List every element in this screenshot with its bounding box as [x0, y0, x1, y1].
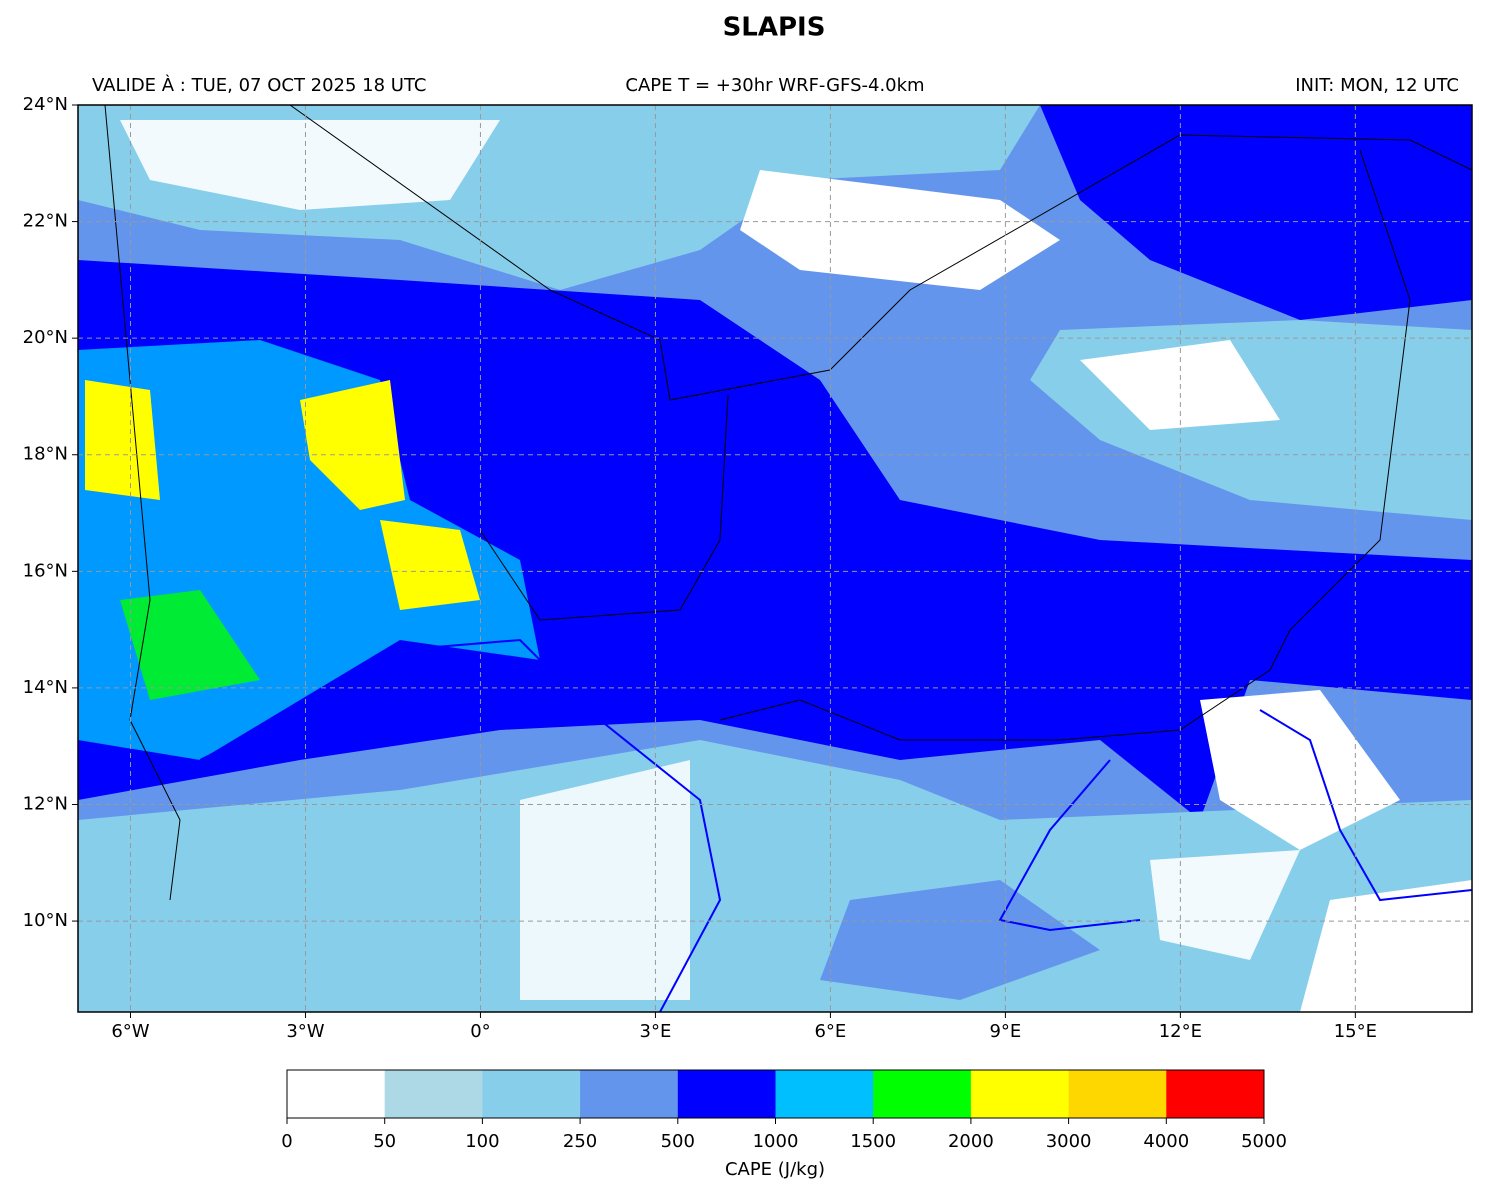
colorbar-label: CAPE (J/kg): [725, 1159, 825, 1180]
x-tick-label: 3°E: [640, 1021, 672, 1042]
y-tick-label: 20°N: [23, 327, 68, 348]
x-tick-label: 3°W: [286, 1021, 324, 1042]
colorbar-tick-label: 4000: [1143, 1131, 1189, 1152]
colorbar-tick-label: 5000: [1241, 1131, 1287, 1152]
y-tick-label: 14°N: [23, 677, 68, 698]
colorbar-segment: [1166, 1070, 1265, 1118]
x-tick-label: 15°E: [1334, 1021, 1377, 1042]
colorbar-tick-label: 100: [465, 1131, 499, 1152]
map-frame: [77, 104, 1473, 1013]
x-tick-label: 6°E: [814, 1021, 846, 1042]
colorbar-tick-label: 0: [281, 1131, 292, 1152]
x-tick-label: 9°E: [989, 1021, 1021, 1042]
colorbar-segment: [677, 1070, 776, 1118]
colorbar-tick-label: 2000: [948, 1131, 994, 1152]
colorbar-tick-label: 1500: [850, 1131, 896, 1152]
y-tick-label: 22°N: [23, 211, 68, 232]
colorbar-tick-label: 50: [373, 1131, 396, 1152]
colorbar-tick-label: 250: [563, 1131, 597, 1152]
colorbar-segment: [1068, 1070, 1167, 1118]
cape-field: [78, 105, 1472, 1012]
chart-title: SLAPIS: [723, 13, 826, 43]
colorbar-segment: [482, 1070, 581, 1118]
colorbar-tick-label: 500: [661, 1131, 695, 1152]
x-tick-label: 12°E: [1159, 1021, 1202, 1042]
colorbar-tick-label: 3000: [1046, 1131, 1092, 1152]
x-tick-label: 0°: [470, 1021, 490, 1042]
run-label: CAPE T = +30hr WRF-GFS-4.0km: [625, 75, 924, 96]
colorbar-segment: [287, 1070, 386, 1118]
valid-label: VALIDE À : TUE, 07 OCT 2025 18 UTC: [92, 74, 427, 96]
colorbar-segment: [775, 1070, 874, 1118]
y-tick-label: 18°N: [23, 444, 68, 465]
colorbar-segment: [873, 1070, 972, 1118]
y-tick-label: 16°N: [23, 560, 68, 581]
colorbar-tick-label: 1000: [753, 1131, 799, 1152]
init-label: INIT: MON, 12 UTC: [1295, 75, 1459, 96]
y-tick-label: 24°N: [23, 94, 68, 115]
colorbar-segment: [580, 1070, 679, 1118]
y-tick-label: 10°N: [23, 910, 68, 931]
colorbar-segment: [384, 1070, 483, 1118]
x-tick-label: 6°W: [111, 1021, 149, 1042]
colorbar-segment: [970, 1070, 1070, 1118]
y-tick-label: 12°N: [23, 793, 68, 814]
